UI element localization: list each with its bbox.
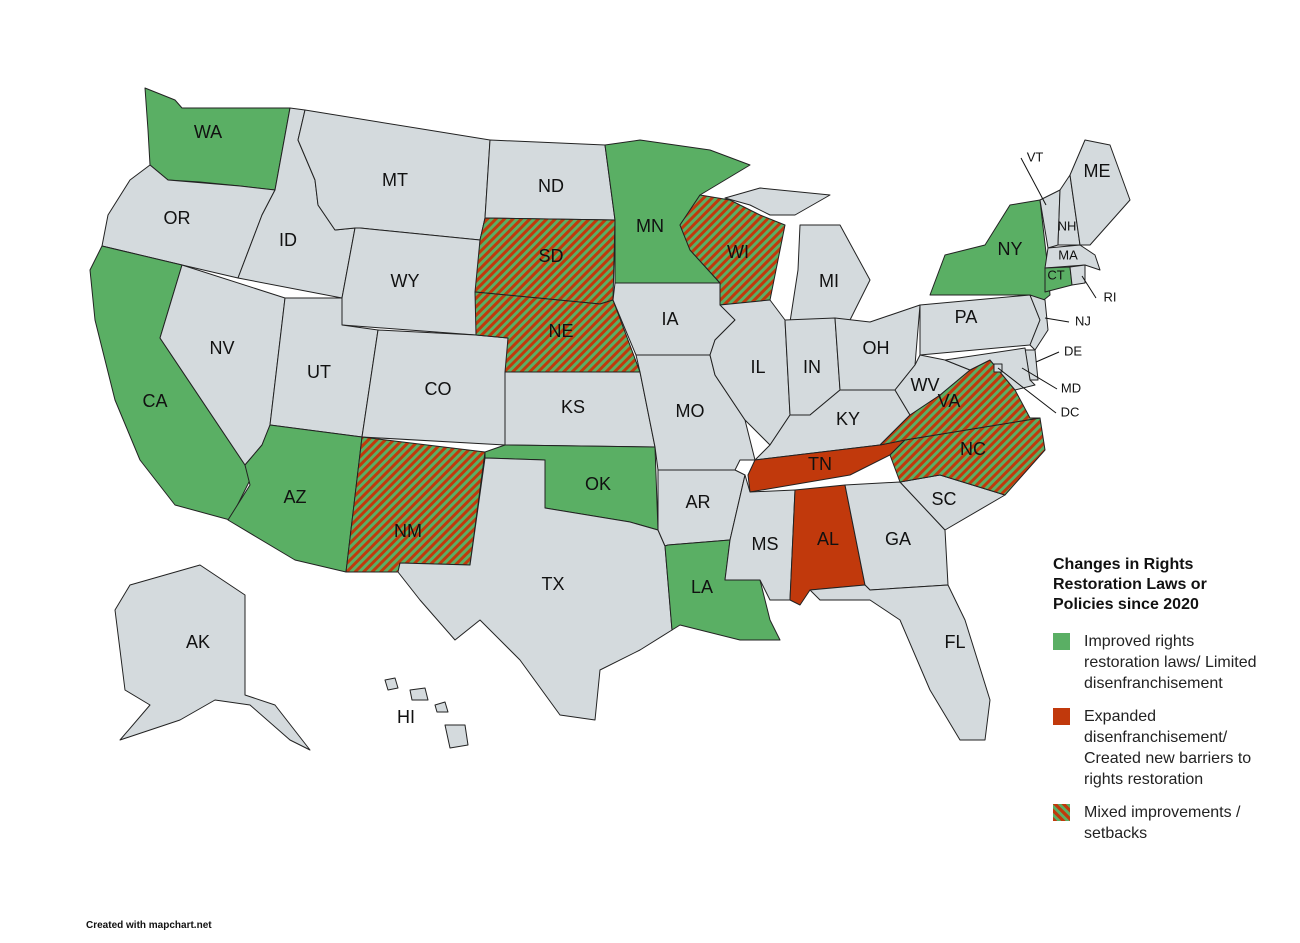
- state-shape: [809, 584, 991, 741]
- credit: Created with mapchart.net: [86, 920, 212, 931]
- state-label: TN: [808, 454, 832, 474]
- state-shape: [709, 299, 791, 446]
- state-label: MN: [636, 216, 664, 236]
- state-label: TX: [541, 574, 564, 594]
- state-label: WY: [391, 271, 420, 291]
- state-label: CA: [142, 391, 167, 411]
- state-label: ND: [538, 176, 564, 196]
- state-label: SD: [538, 246, 563, 266]
- leader-line: [997, 367, 1057, 414]
- state-label: NH: [1058, 218, 1077, 233]
- legend-swatch: [1053, 708, 1070, 725]
- state-label: OR: [164, 208, 191, 228]
- state-label: LA: [691, 577, 713, 597]
- state-label: ME: [1084, 161, 1111, 181]
- state-label: PA: [955, 307, 978, 327]
- state-label: NM: [394, 521, 422, 541]
- state-label: IN: [803, 357, 821, 377]
- legend-item: Mixed improvements / setbacks: [1053, 802, 1268, 844]
- legend-swatch: [1053, 804, 1070, 821]
- state-label: NJ: [1075, 313, 1091, 328]
- state-label: VT: [1027, 149, 1044, 164]
- state-label: ID: [279, 230, 297, 250]
- legend-item: Expanded disenfranchisement/ Created new…: [1053, 706, 1268, 790]
- state-label: IL: [750, 357, 765, 377]
- leader-line: [1081, 275, 1097, 299]
- state-shape: [919, 294, 1041, 356]
- state-label: DE: [1064, 343, 1082, 358]
- state-label: KY: [836, 409, 860, 429]
- state-label: KS: [561, 397, 585, 417]
- state-label: CT: [1047, 267, 1064, 282]
- state-label: VA: [938, 391, 961, 411]
- state-label: MO: [676, 401, 705, 421]
- state-label: CO: [425, 379, 452, 399]
- state-shape: [889, 417, 1046, 496]
- state-shape: [345, 436, 486, 573]
- state-label: SC: [931, 489, 956, 509]
- leader-line: [1021, 367, 1058, 390]
- state-shape: [1069, 264, 1086, 286]
- leader-line: [1020, 157, 1047, 206]
- state-label: MD: [1061, 380, 1081, 395]
- state-label: NY: [997, 239, 1022, 259]
- state-shape: [929, 199, 1051, 304]
- state-label: DC: [1061, 404, 1080, 419]
- leader-line: [1044, 317, 1070, 323]
- state-label: WI: [727, 242, 749, 262]
- state-label: WA: [194, 122, 222, 142]
- state-label: GA: [885, 529, 911, 549]
- state-label: MS: [752, 534, 779, 554]
- state-label: FL: [944, 632, 965, 652]
- state-label: AK: [186, 632, 210, 652]
- legend-item: Improved rights restoration laws/ Limite…: [1053, 631, 1268, 694]
- state-shape: [397, 457, 673, 721]
- state-label: IA: [661, 309, 678, 329]
- state-shape: [679, 194, 786, 306]
- legend-label: Improved rights restoration laws/ Limite…: [1084, 633, 1257, 692]
- state-label: OH: [863, 338, 890, 358]
- state-label: AZ: [283, 487, 306, 507]
- state-shape: [114, 564, 311, 751]
- state-label: MT: [382, 170, 408, 190]
- state-label: UT: [307, 362, 331, 382]
- state-label: NC: [960, 439, 986, 459]
- state-label: AR: [685, 492, 710, 512]
- legend: Changes in Rights Restoration Laws or Po…: [1053, 555, 1268, 856]
- leader-line: [1035, 351, 1060, 363]
- legend-swatch: [1053, 633, 1070, 650]
- state-label: RI: [1104, 289, 1117, 304]
- state-shape: [384, 677, 469, 749]
- state-label: HI: [397, 707, 415, 727]
- legend-label: Mixed improvements / setbacks: [1084, 804, 1241, 842]
- state-label: AL: [817, 529, 839, 549]
- legend-label: Expanded disenfranchisement/ Created new…: [1084, 708, 1252, 788]
- state-label: OK: [585, 474, 611, 494]
- legend-title: Changes in Rights Restoration Laws or Po…: [1053, 556, 1207, 613]
- state-label: WV: [911, 375, 940, 395]
- state-label: MI: [819, 271, 839, 291]
- state-shape: [1069, 139, 1131, 246]
- state-label: MA: [1058, 247, 1078, 262]
- state-label: NV: [209, 338, 234, 358]
- state-label: NE: [548, 321, 573, 341]
